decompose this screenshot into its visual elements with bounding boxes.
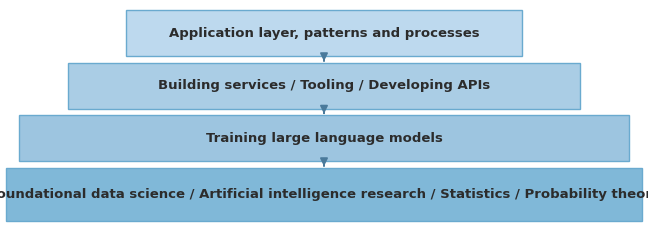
- Text: Training large language models: Training large language models: [205, 132, 443, 144]
- Text: Building services / Tooling / Developing APIs: Building services / Tooling / Developing…: [158, 79, 490, 92]
- Text: Application layer, patterns and processes: Application layer, patterns and processe…: [168, 27, 480, 40]
- Text: Foundational data science / Artificial intelligence research / Statistics / Prob: Foundational data science / Artificial i…: [0, 188, 648, 201]
- FancyBboxPatch shape: [126, 10, 522, 56]
- FancyBboxPatch shape: [68, 62, 580, 109]
- FancyBboxPatch shape: [19, 115, 629, 161]
- FancyBboxPatch shape: [6, 168, 642, 221]
